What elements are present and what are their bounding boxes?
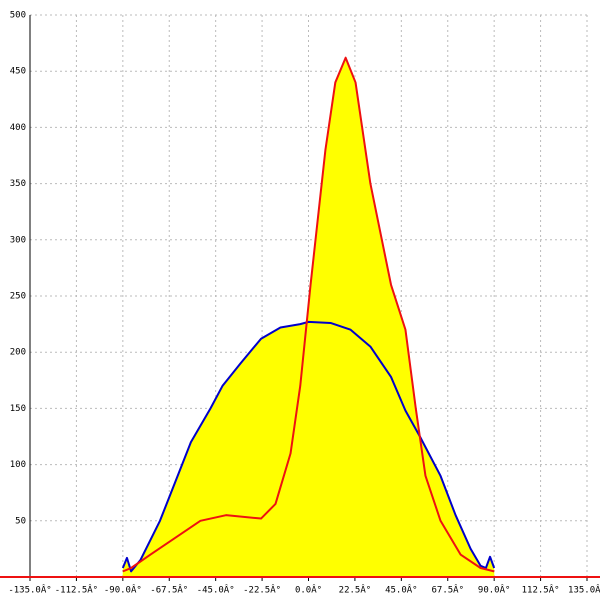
x-tick-label: -135.0Â° [8, 584, 51, 596]
x-tick-label: 67.5Â° [431, 584, 464, 596]
y-tick-label: 100 [10, 460, 26, 470]
x-tick-label: -90.0Â° [104, 584, 142, 596]
x-tick-label: 112.5Â° [522, 584, 560, 596]
x-tick-label: 0.0Â° [295, 584, 322, 596]
y-tick-label: 500 [10, 11, 26, 21]
y-tick-label: 50 [15, 516, 26, 526]
x-tick-label: -67.5Â° [150, 584, 188, 596]
x-tick-label: 90.0Â° [478, 584, 511, 596]
x-tick-label: -45.0Â° [197, 584, 235, 596]
y-tick-label: 250 [10, 292, 26, 302]
line [121, 320, 496, 573]
x-tick-label: -22.5Â° [243, 584, 281, 596]
y-tick-label: 150 [10, 404, 26, 414]
y-tick-label: 400 [10, 123, 26, 133]
x-tick-label: 45.0Â° [385, 584, 418, 596]
x-tick-label: -112.5Â° [55, 584, 98, 596]
x-tick-label: 135.0Â° [568, 584, 600, 596]
y-tick-label: 450 [10, 67, 26, 77]
y-tick-label: 300 [10, 235, 26, 245]
y-tick-label: 350 [10, 179, 26, 189]
line [122, 56, 495, 573]
y-tick-label: 200 [10, 348, 26, 358]
x-tick-label: 22.5Â° [339, 584, 372, 596]
area-fill [122, 57, 495, 578]
